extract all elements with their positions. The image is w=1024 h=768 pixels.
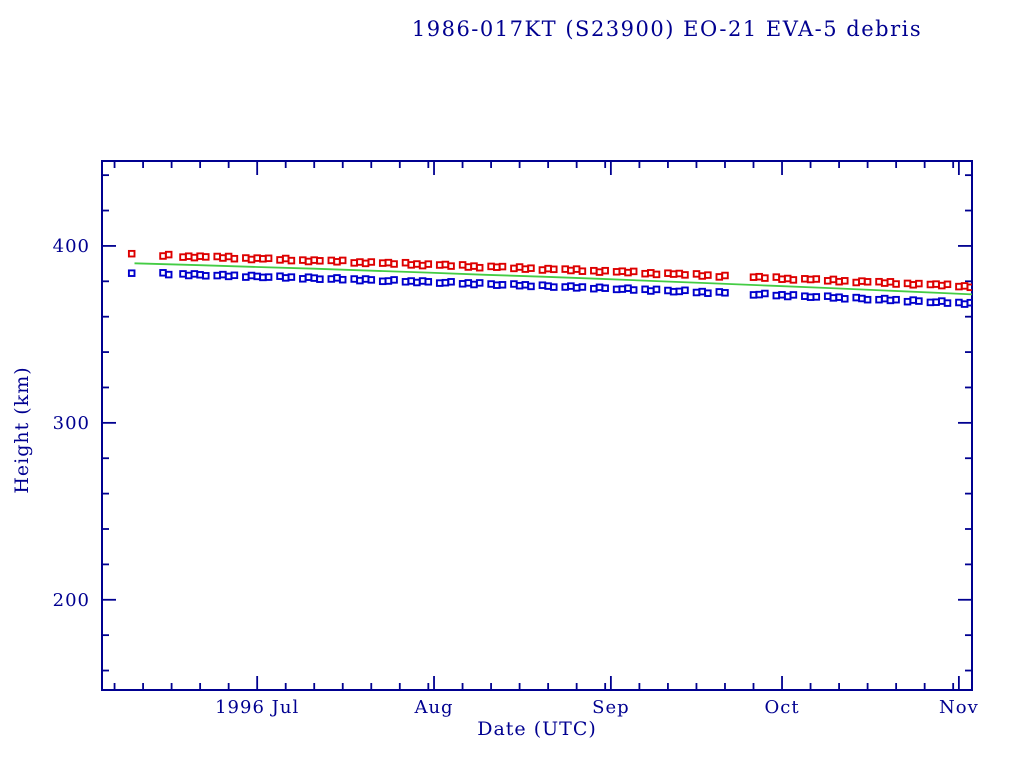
apogee-point <box>287 256 296 265</box>
apogee-point <box>475 263 484 272</box>
perigee-point <box>572 284 581 292</box>
apogee-point <box>601 266 609 275</box>
perigee-point <box>601 284 609 292</box>
x-tick-label: Nov <box>939 697 979 718</box>
apogee-point <box>841 277 849 285</box>
perigee-point <box>447 278 455 286</box>
apogee-point <box>915 279 923 288</box>
perigee-point <box>652 285 661 294</box>
apogee-point <box>578 267 587 275</box>
apogee-point <box>230 254 239 263</box>
y-tick-label: 200 <box>53 590 90 611</box>
apogee-point <box>224 252 233 261</box>
apogee-point <box>943 280 952 289</box>
apogee-point <box>652 270 661 279</box>
perigee-point <box>761 289 769 298</box>
mean-height-line <box>134 262 972 296</box>
perigee-point <box>202 272 210 280</box>
perigee-point <box>721 289 729 297</box>
perigee-point <box>704 289 712 297</box>
apogee-point <box>498 262 507 271</box>
perigee-point <box>424 278 433 286</box>
apogee-point <box>164 250 173 259</box>
apogee-point <box>572 265 581 273</box>
apogee-point <box>863 278 872 286</box>
perigee-point <box>892 295 900 304</box>
apogee-point <box>681 271 689 279</box>
x-tick-label: Aug <box>413 697 453 718</box>
perigee-point <box>966 298 972 307</box>
apogee-point <box>316 257 324 265</box>
x-tick-label: Sep <box>592 697 630 718</box>
apogee-point <box>202 253 210 261</box>
apogee-point <box>704 271 712 279</box>
apogee-point <box>338 256 347 265</box>
perigee-point <box>943 299 952 307</box>
plot-box <box>101 160 973 691</box>
perigee-point <box>681 286 689 295</box>
apogee-point <box>390 260 398 268</box>
x-axis-label: Date (UTC) <box>477 718 597 740</box>
apogee-point <box>801 275 809 283</box>
apogee-point <box>527 264 535 272</box>
perigee-point <box>287 273 296 281</box>
chart-title: 1986-017KT (S23900) EO-21 EVA-5 debris <box>411 17 923 41</box>
apogee-point <box>629 267 638 276</box>
apogee-point <box>550 265 558 274</box>
apogee-point <box>127 249 136 258</box>
apogee-point <box>264 254 273 263</box>
perigee-point <box>812 293 821 301</box>
perigee-point <box>475 279 484 287</box>
apogee-point <box>761 274 769 282</box>
apogee-point <box>447 262 455 270</box>
apogee-point <box>892 280 900 288</box>
perigee-point <box>367 276 376 284</box>
apogee-point <box>966 283 972 292</box>
x-tick-label: 1996 Jul <box>215 697 299 718</box>
perigee-point <box>316 275 324 283</box>
x-tick-label: Oct <box>764 697 799 718</box>
perigee-point <box>550 283 558 291</box>
perigee-point <box>390 276 398 284</box>
perigee-point <box>527 282 535 291</box>
perigee-point <box>230 271 239 280</box>
apogee-point <box>424 260 433 268</box>
perigee-point <box>338 275 347 284</box>
apogee-point <box>812 275 821 283</box>
perigee-point <box>498 281 507 289</box>
apogee-point <box>367 258 376 266</box>
apogee-point <box>789 276 798 284</box>
perigee-point <box>789 291 798 299</box>
perigee-point <box>629 286 638 294</box>
y-tick-label: 300 <box>53 413 90 434</box>
perigee-point <box>841 295 849 303</box>
perigee-point <box>264 273 273 281</box>
data-layer <box>127 249 972 308</box>
perigee-point <box>127 269 136 277</box>
perigee-point <box>164 270 173 279</box>
perigee-point <box>863 295 872 304</box>
perigee-point <box>915 297 923 305</box>
apogee-point <box>721 271 729 280</box>
perigee-point <box>224 272 233 281</box>
perigee-point <box>578 283 587 291</box>
y-tick-label: 400 <box>53 236 90 257</box>
perigee-point <box>801 292 809 300</box>
